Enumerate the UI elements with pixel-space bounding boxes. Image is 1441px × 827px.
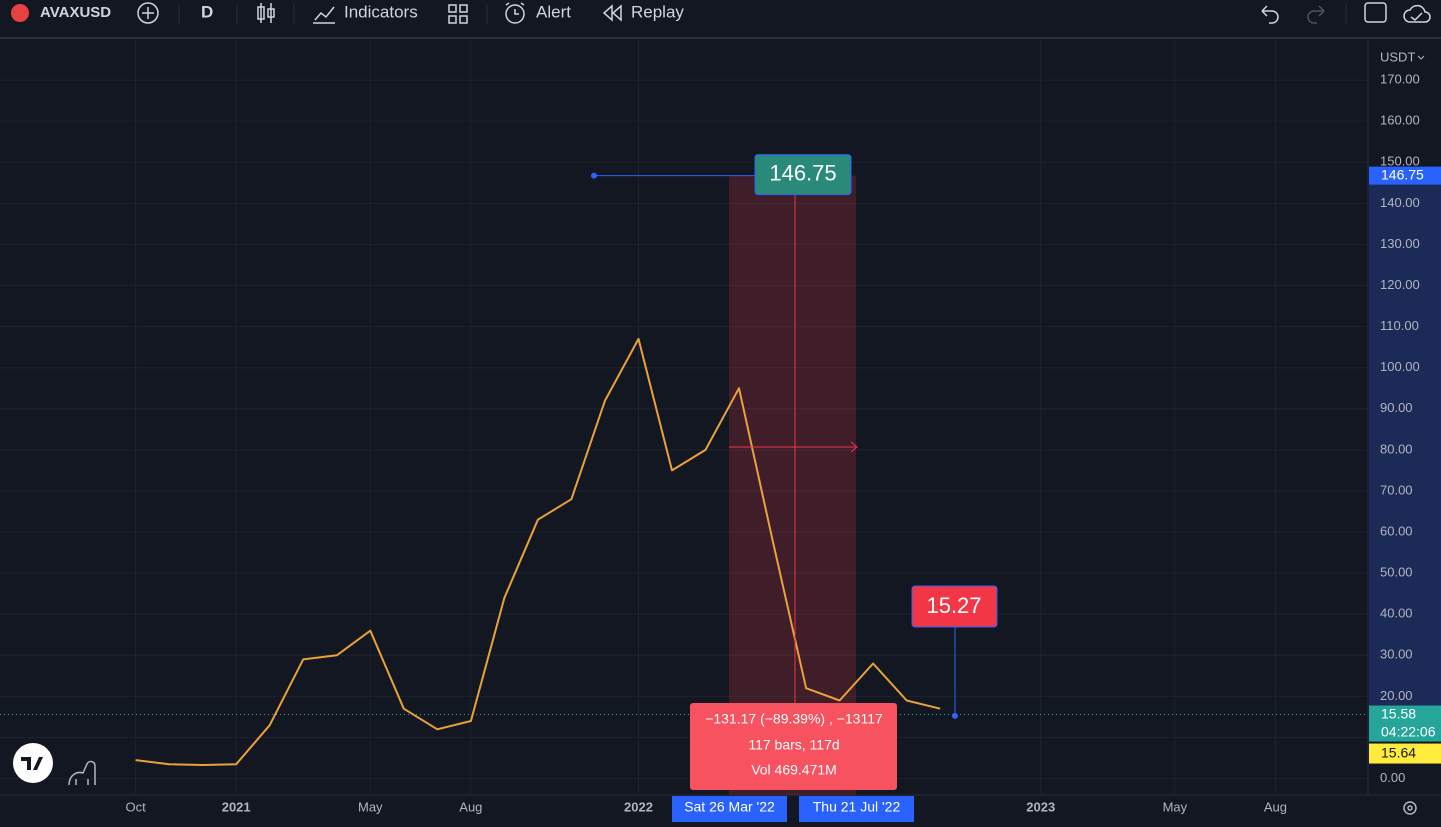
symbol[interactable]: AVAXUSD — [40, 4, 111, 21]
templates-button[interactable] — [448, 4, 468, 24]
time-axis-highlight-label: Thu 21 Jul '22 — [813, 799, 901, 815]
x-tick-label: May — [1163, 799, 1188, 814]
measure-high-badge — [754, 154, 852, 196]
countdown-label: 04:22:06 — [1381, 723, 1436, 739]
currency-caret — [1417, 55, 1425, 60]
measure-high-label: 146.75 — [769, 160, 836, 185]
mascot-icon — [68, 760, 96, 786]
measure-tooltip — [690, 703, 897, 790]
y-tick-label: 150.00 — [1380, 154, 1420, 169]
y-tick-label: 30.00 — [1380, 647, 1413, 662]
alert-label[interactable]: Alert — [536, 2, 571, 21]
symbol-logo — [11, 4, 29, 22]
redo-button[interactable] — [1307, 5, 1325, 24]
price-line — [135, 337, 941, 766]
y-tick-label: 80.00 — [1380, 441, 1413, 456]
x-tick-label: 2021 — [222, 799, 251, 814]
replay-label[interactable]: Replay — [631, 2, 684, 21]
y-tick-label: 120.00 — [1380, 277, 1420, 292]
measure-low-badge — [911, 585, 998, 628]
save-button[interactable] — [1403, 4, 1431, 23]
x-tick-label: May — [358, 799, 383, 814]
y-tick-label: 100.00 — [1380, 359, 1420, 374]
last-price-label: 15.58 — [1381, 705, 1416, 721]
plot-area — [0, 39, 1368, 795]
symbol-button[interactable]: AVAXUSD — [11, 4, 111, 22]
x-tick-label: 2023 — [1026, 799, 1055, 814]
fullscreen-button[interactable] — [1364, 2, 1387, 23]
x-tick-label: Aug — [1264, 799, 1287, 814]
time-axis-highlight — [672, 796, 787, 822]
currency-label[interactable]: USDT — [1380, 49, 1415, 64]
replay-button[interactable]: Replay — [602, 2, 684, 22]
y-tick-label: 110.00 — [1380, 318, 1419, 333]
y-tick-label: 40.00 — [1380, 606, 1413, 621]
measure-low-point — [952, 712, 958, 719]
price-axis-range — [1369, 175, 1441, 715]
measure-tooltip-bars: 117 bars, 117d — [748, 737, 839, 753]
measure-arrow — [729, 441, 858, 453]
y-tick-label: 0.00 — [1380, 770, 1405, 785]
x-tick-label: Aug — [459, 799, 482, 814]
prev-close-label: 15.64 — [1381, 744, 1416, 760]
settings-button[interactable] — [1403, 801, 1417, 815]
time-axis-highlight-label: Sat 26 Mar '22 — [684, 799, 775, 815]
y-tick-label: 60.00 — [1380, 523, 1413, 538]
measure-low-label: 15.27 — [926, 593, 981, 618]
x-tick-label: 2022 — [624, 799, 653, 814]
y-tick-label: 50.00 — [1380, 565, 1413, 580]
time-axis-highlight — [799, 796, 914, 822]
last-price-tag — [1369, 705, 1441, 724]
prev-close-tag — [1369, 743, 1441, 764]
measure-high-price-label: 146.75 — [1381, 166, 1424, 182]
y-tick-label: 140.00 — [1380, 195, 1420, 210]
y-tick-label: 20.00 — [1380, 688, 1413, 703]
chart-type-button[interactable] — [257, 3, 275, 23]
countdown-tag — [1369, 723, 1441, 742]
compare-button[interactable] — [137, 2, 159, 24]
measure-range-box — [729, 175, 856, 795]
y-tick-label: 170.00 — [1380, 72, 1420, 87]
y-tick-label: 70.00 — [1380, 482, 1413, 497]
y-tick-label: 160.00 — [1380, 113, 1420, 128]
indicators-label[interactable]: Indicators — [344, 2, 418, 21]
toolbar: AVAXUSD D Indicators Alert Replay — [0, 2, 1441, 39]
overlay: 0.0010.0020.0030.0040.0050.0060.0070.008… — [126, 49, 1441, 822]
undo-button[interactable] — [1261, 5, 1279, 24]
y-tick-label: 130.00 — [1380, 236, 1420, 251]
measure-tooltip-change: −131.17 (−89.39%) , −13117 — [705, 711, 883, 727]
interval[interactable]: D — [201, 2, 213, 21]
tv-logo[interactable] — [13, 743, 53, 783]
y-tick-label: 90.00 — [1380, 400, 1413, 415]
measure-high-price-tag — [1369, 166, 1441, 185]
indicators-button[interactable]: Indicators — [313, 2, 418, 24]
x-tick-label: Oct — [126, 799, 147, 814]
alert-button[interactable]: Alert — [505, 2, 571, 24]
measure-tooltip-volume: Vol 469.471M — [751, 762, 837, 778]
measure-high-point — [591, 172, 597, 179]
